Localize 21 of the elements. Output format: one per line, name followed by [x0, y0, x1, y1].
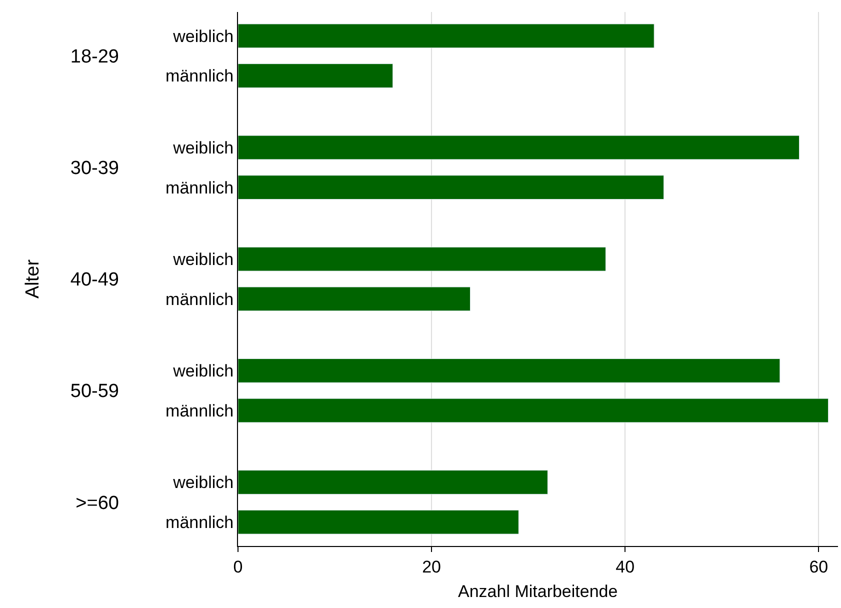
- x-tick-label: 20: [422, 557, 442, 576]
- y-tick-label: weiblich: [172, 362, 234, 381]
- x-tick-label: 40: [616, 557, 635, 576]
- text: 40-49: [70, 270, 119, 291]
- y-tick-label: männlich: [166, 401, 234, 420]
- y-tick-label: weiblich: [172, 26, 234, 46]
- y-tick-label: weiblich: [172, 138, 234, 158]
- text: 50-59: [70, 381, 119, 402]
- x-axis-title: Anzahl Mitarbeitende: [458, 582, 618, 601]
- x-tick-label: 0: [233, 557, 243, 576]
- x-tick-label: 60: [809, 557, 828, 576]
- y-tick-label: männlich: [166, 513, 234, 532]
- text: Alter: [22, 258, 44, 298]
- y-tick-label: männlich: [166, 66, 234, 86]
- text: 18-29: [70, 46, 119, 68]
- y-tick-label: weiblich: [172, 473, 234, 492]
- y-tick-label: männlich: [166, 290, 234, 309]
- text: >=60: [76, 492, 119, 514]
- y-tick-label: männlich: [166, 178, 234, 198]
- y-tick-label: weiblich: [172, 250, 234, 270]
- text: 30-39: [70, 158, 119, 180]
